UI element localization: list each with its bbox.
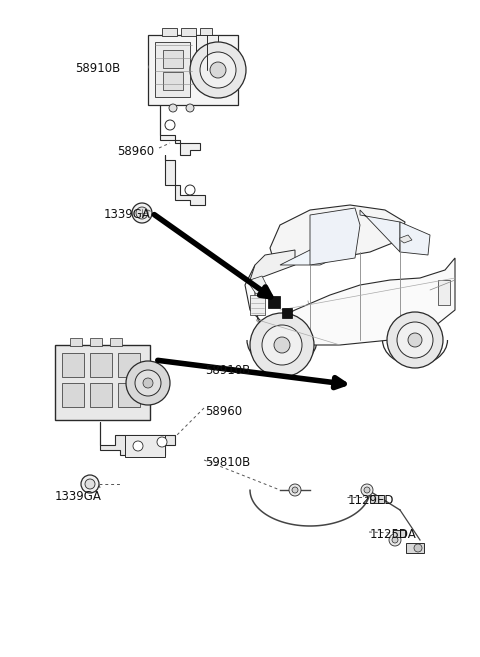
Circle shape [186,104,194,112]
Polygon shape [250,276,268,294]
Polygon shape [250,250,295,280]
Bar [370,495,384,503]
Text: 1129ED: 1129ED [348,494,395,507]
Bar [125,435,165,457]
Circle shape [387,312,443,368]
Circle shape [408,333,422,347]
Text: 58960: 58960 [205,405,242,418]
Bar [55,345,150,420]
Bar [70,338,82,346]
Bar [162,28,177,36]
Bar [282,308,292,318]
Circle shape [169,104,177,112]
Bar [163,50,183,68]
Bar [406,543,424,553]
Circle shape [392,537,398,543]
Bar [62,353,84,377]
Circle shape [250,313,314,377]
Bar [200,28,212,36]
Circle shape [136,207,148,219]
Circle shape [190,42,246,98]
Circle shape [397,322,433,358]
Text: 58960: 58960 [117,145,154,158]
Polygon shape [310,208,360,265]
Text: 59810B: 59810B [205,456,250,469]
Polygon shape [245,258,455,345]
Bar [438,280,450,305]
Circle shape [165,120,175,130]
Polygon shape [400,222,430,255]
Circle shape [274,337,290,353]
Polygon shape [270,205,405,265]
Bar [196,35,218,70]
Circle shape [200,52,236,88]
Polygon shape [280,250,350,265]
Bar [148,35,238,105]
Bar [163,72,183,90]
Polygon shape [360,210,400,252]
Circle shape [414,544,422,552]
Text: 1125DA: 1125DA [370,528,417,541]
Circle shape [361,484,373,496]
Circle shape [262,325,302,365]
Text: 1339GA: 1339GA [55,490,102,503]
Bar [118,353,140,377]
Circle shape [157,437,167,447]
Circle shape [132,203,152,223]
Bar [90,383,112,407]
Polygon shape [160,105,200,155]
Circle shape [389,534,401,546]
Bar [393,530,405,537]
Circle shape [85,479,95,489]
Circle shape [364,487,370,493]
Bar [90,338,102,346]
Polygon shape [400,235,412,243]
Circle shape [126,361,170,405]
Circle shape [143,378,153,388]
Bar [90,353,112,377]
Polygon shape [100,422,175,455]
Bar [110,338,122,346]
Bar [250,295,265,315]
Text: 1339GA: 1339GA [104,208,151,221]
Circle shape [133,441,143,451]
Text: 58910B: 58910B [205,364,250,377]
Circle shape [185,185,195,195]
Circle shape [135,370,161,396]
Circle shape [292,487,298,493]
Bar [155,42,190,97]
Text: 58910B: 58910B [75,62,120,75]
Circle shape [81,475,99,493]
Bar [118,383,140,407]
Bar [62,383,84,407]
Circle shape [289,484,301,496]
Polygon shape [165,155,205,205]
Bar [181,28,196,36]
Circle shape [210,62,226,78]
Bar [268,296,280,308]
